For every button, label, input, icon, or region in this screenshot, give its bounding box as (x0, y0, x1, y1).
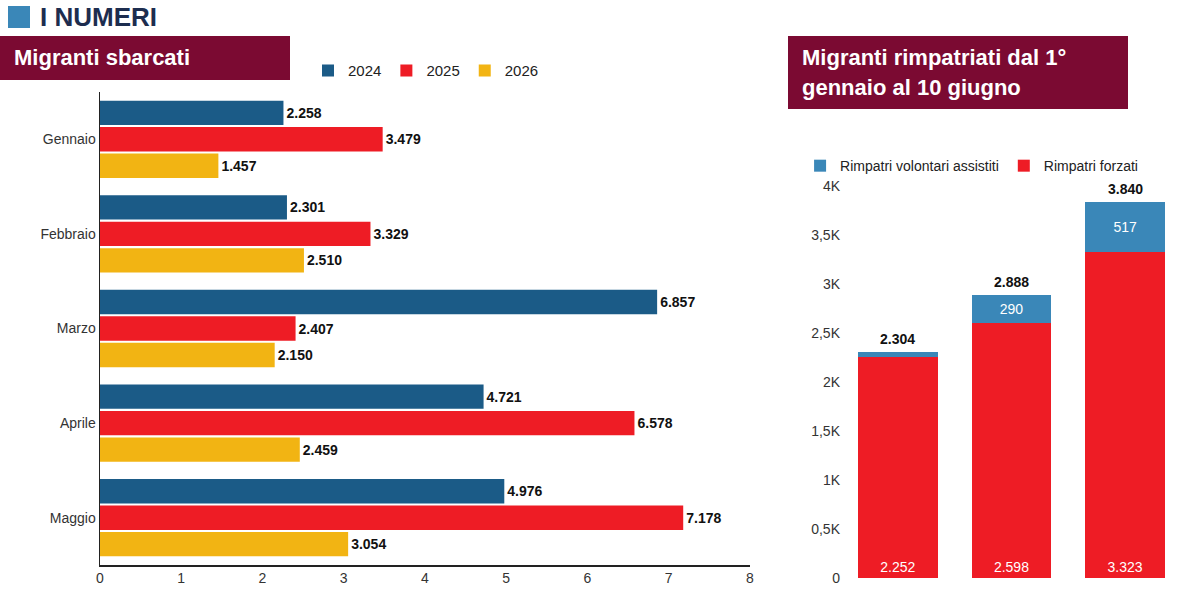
svg-text:3.840: 3.840 (1108, 181, 1143, 197)
svg-text:3.054: 3.054 (351, 536, 386, 552)
svg-text:2.598: 2.598 (994, 559, 1029, 575)
svg-text:1K: 1K (823, 472, 841, 488)
svg-text:Rimpatri volontari assistiti: Rimpatri volontari assistiti (840, 158, 999, 174)
svg-text:2.258: 2.258 (286, 105, 321, 121)
svg-text:3.479: 3.479 (386, 131, 421, 147)
svg-text:2024: 2024 (348, 62, 381, 79)
svg-text:Marzo: Marzo (57, 320, 96, 336)
svg-text:Febbraio: Febbraio (40, 226, 95, 242)
svg-text:4.721: 4.721 (487, 389, 522, 405)
svg-text:2.301: 2.301 (290, 199, 325, 215)
svg-text:3K: 3K (823, 276, 841, 292)
svg-text:6: 6 (584, 570, 592, 586)
svg-text:2.304: 2.304 (880, 331, 915, 347)
svg-text:2.150: 2.150 (278, 347, 313, 363)
svg-text:290: 290 (1000, 301, 1024, 317)
svg-text:4K: 4K (823, 178, 841, 194)
svg-text:4: 4 (421, 570, 429, 586)
html-text:Migranti rimpatriati dal 1° ge: Migranti rimpatriati dal 1° gennaio al 1… (802, 45, 1067, 100)
svg-text:3.329: 3.329 (373, 226, 408, 242)
svg-text:Rimpatri forzati: Rimpatri forzati (1044, 158, 1138, 174)
svg-text:2.510: 2.510 (307, 252, 342, 268)
html-text:I NUMERI: I NUMERI (40, 1, 157, 32)
svg-text:3.323: 3.323 (1108, 559, 1143, 575)
svg-text:7.178: 7.178 (686, 510, 721, 526)
svg-text:6.578: 6.578 (637, 415, 672, 431)
svg-text:Aprile: Aprile (60, 415, 96, 431)
svg-text:517: 517 (1113, 219, 1137, 235)
svg-text:Gennaio: Gennaio (43, 131, 96, 147)
svg-text:2.407: 2.407 (299, 321, 334, 337)
svg-text:3,5K: 3,5K (811, 227, 840, 243)
svg-text:Maggio: Maggio (50, 510, 96, 526)
svg-text:5: 5 (502, 570, 510, 586)
svg-text:3: 3 (340, 570, 348, 586)
svg-text:2.252: 2.252 (880, 559, 915, 575)
svg-text:0: 0 (832, 570, 840, 586)
svg-text:2025: 2025 (426, 62, 459, 79)
svg-text:4.976: 4.976 (507, 483, 542, 499)
svg-text:1: 1 (177, 570, 185, 586)
svg-text:7: 7 (665, 570, 673, 586)
svg-text:1.457: 1.457 (221, 158, 256, 174)
svg-text:1,5K: 1,5K (811, 423, 840, 439)
html-text:Migranti sbarcati: Migranti sbarcati (14, 45, 190, 70)
svg-text:6.857: 6.857 (660, 294, 695, 310)
svg-text:2.459: 2.459 (303, 442, 338, 458)
svg-text:2026: 2026 (505, 62, 538, 79)
svg-text:0,5K: 0,5K (811, 521, 840, 537)
svg-text:2.888: 2.888 (994, 274, 1029, 290)
svg-text:2,5K: 2,5K (811, 325, 840, 341)
svg-text:0: 0 (96, 570, 104, 586)
svg-text:2K: 2K (823, 374, 841, 390)
svg-text:8: 8 (746, 570, 754, 586)
svg-text:2: 2 (259, 570, 267, 586)
